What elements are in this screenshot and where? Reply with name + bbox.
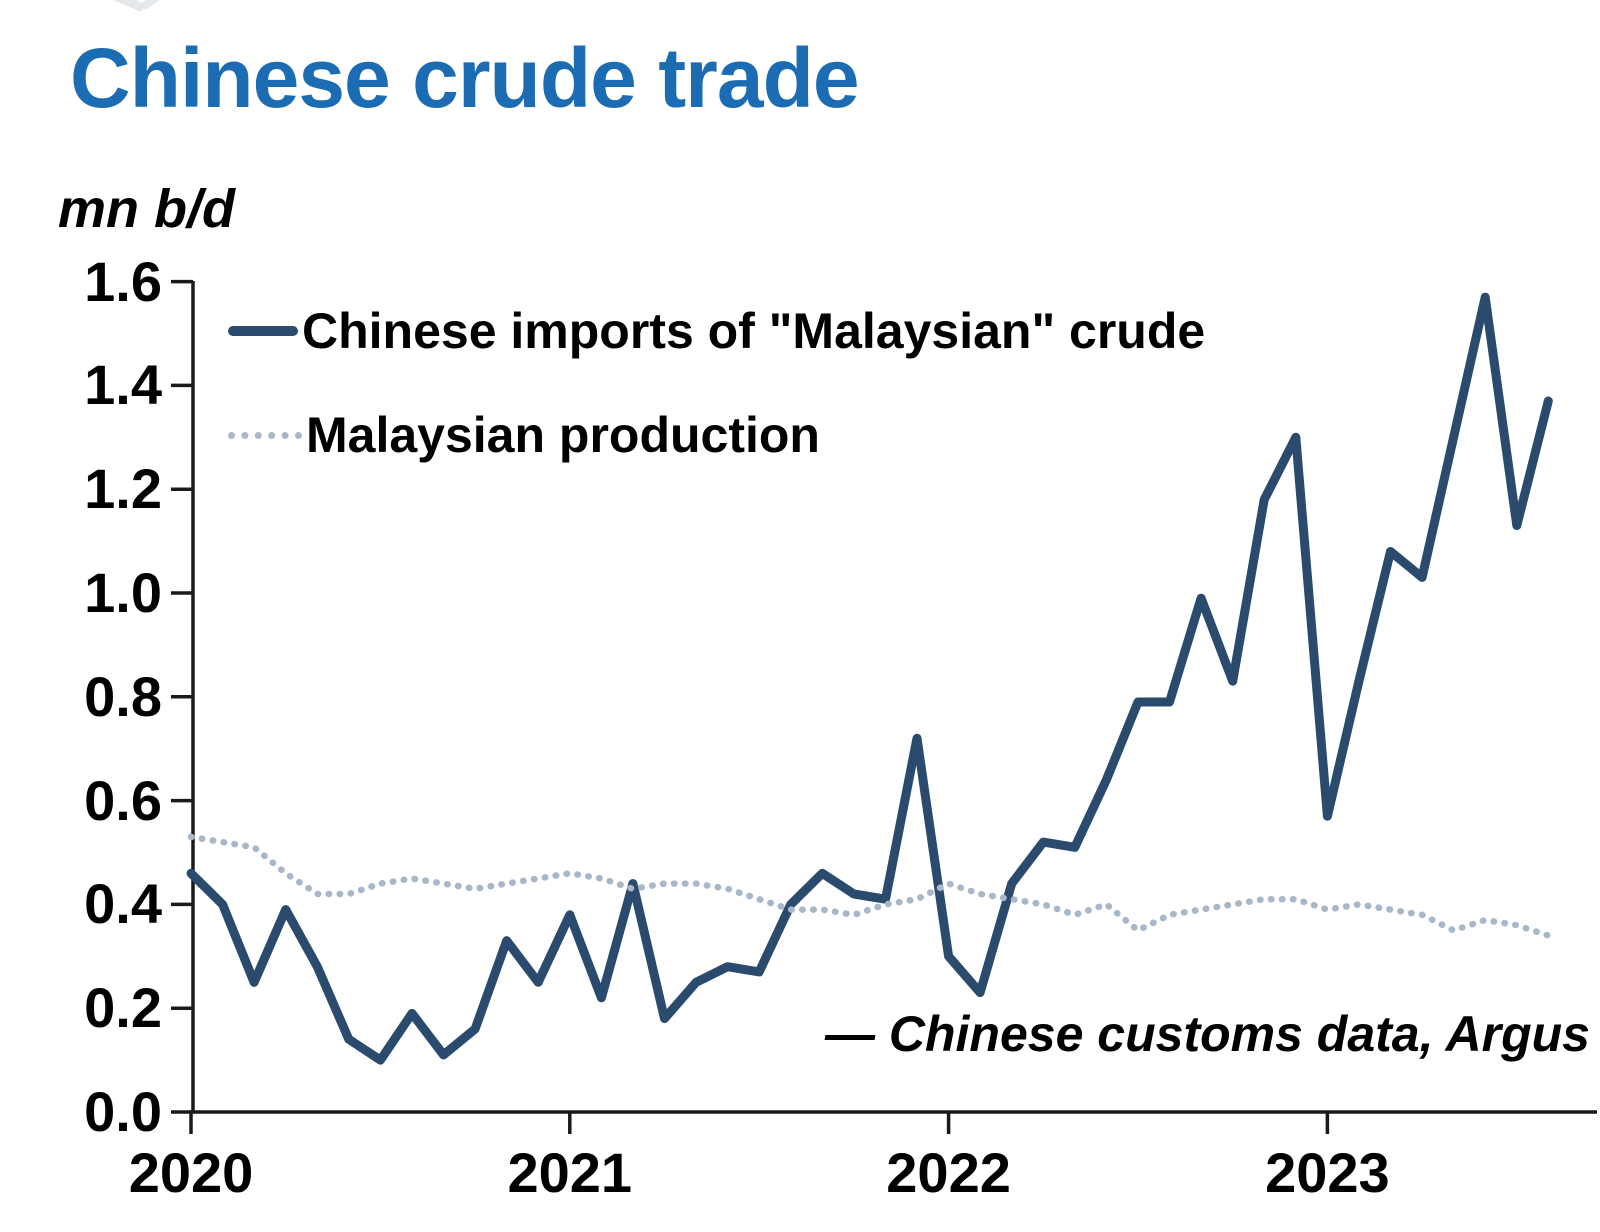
chart-title: Chinese crude trade [70, 31, 860, 125]
y-tick-label: 0.8 [84, 664, 162, 728]
legend-item-imports: Chinese imports of "Malaysian" crude [228, 296, 1205, 366]
y-tick-label: 1.6 [84, 249, 162, 313]
y-tick-label: 0.0 [84, 1080, 162, 1143]
solid-line-swatch [228, 326, 298, 336]
x-tick-label: 2020 [128, 1141, 254, 1204]
y-tick-label: 1.0 [84, 561, 162, 624]
dotted-line-swatch [228, 431, 302, 439]
y-tick-label: 0.6 [84, 768, 162, 832]
legend-label-imports: Chinese imports of "Malaysian" crude [302, 303, 1206, 359]
imports-line [186, 292, 1553, 1065]
y-tick-label: 0.4 [84, 872, 162, 936]
x-tick-label: 2022 [886, 1141, 1011, 1204]
y-axis-unit-label: mn b/d [58, 179, 235, 239]
x-tick-label: 2021 [507, 1141, 633, 1204]
legend-item-production: Malaysian production [228, 400, 1205, 470]
source-attribution: — Chinese customs data, Argus [825, 1006, 1590, 1062]
legend-label-production: Malaysian production [306, 407, 820, 463]
production-line [187, 833, 1552, 939]
y-tick-label: 0.2 [84, 976, 162, 1040]
y-tick-label: 1.4 [84, 353, 162, 417]
y-tick-label: 1.2 [84, 457, 162, 521]
chart-legend: Chinese imports of "Malaysian" crude Mal… [228, 296, 1205, 504]
x-tick-label: 2023 [1265, 1141, 1390, 1204]
